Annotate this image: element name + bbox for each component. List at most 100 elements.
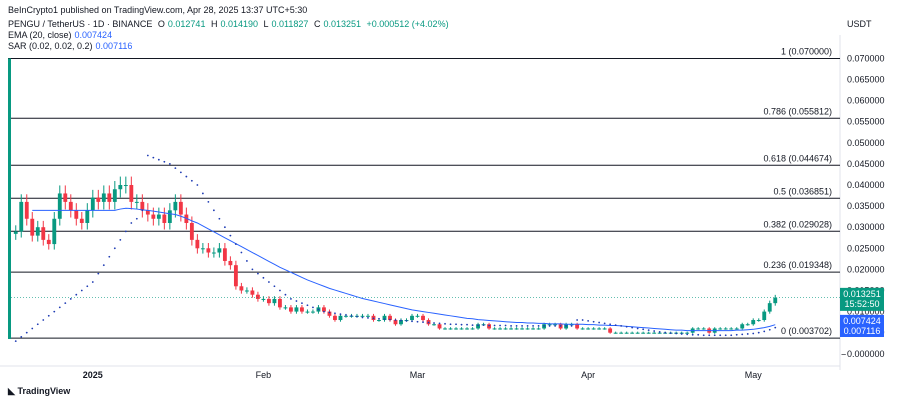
candle-body	[454, 328, 458, 330]
sar-dot	[669, 332, 672, 335]
close-price-tag-text: 15:52:50	[844, 299, 879, 309]
candle-body	[514, 328, 519, 330]
candle-body	[619, 332, 624, 334]
sar-legend[interactable]: SAR (0.02, 0.02, 0.2) 0.007116	[8, 41, 135, 51]
candle-body	[652, 332, 657, 334]
sar-dot	[334, 312, 336, 315]
candle-body	[608, 328, 613, 333]
sar-dot	[389, 318, 391, 321]
sar-dot	[427, 321, 430, 324]
sar-dot	[108, 255, 111, 258]
candle-body	[24, 201, 29, 219]
candle-body	[129, 185, 134, 202]
sar-dot	[350, 314, 353, 317]
sar-dot	[603, 322, 606, 325]
sar-dot	[565, 325, 568, 327]
x-tick-label: 2025	[83, 370, 103, 380]
candle-body	[239, 286, 244, 291]
sar-dot	[246, 260, 248, 262]
candle-body	[228, 260, 233, 266]
ema-value: 0.007424	[74, 30, 113, 40]
sar-dot	[218, 217, 221, 220]
sar-dot	[438, 322, 441, 325]
sar-dot	[251, 268, 254, 271]
sar-dot	[279, 289, 281, 292]
sar-dot	[499, 324, 501, 327]
sar-dot	[752, 332, 755, 335]
sar-dot	[378, 317, 380, 320]
candle-body	[492, 328, 497, 330]
y-tick-label: 0.060000	[847, 96, 885, 106]
sar-dot	[444, 322, 446, 325]
candle-body	[156, 214, 161, 219]
candle-spike	[8, 58, 11, 340]
sar-dot	[135, 217, 138, 220]
y-tick-label: 0.000000	[847, 349, 885, 359]
close-value: 0.013251	[323, 19, 361, 29]
sar-dot	[20, 336, 23, 338]
candle-body	[294, 307, 299, 312]
currency-label: USDT	[847, 19, 872, 29]
candle-body	[388, 315, 392, 321]
y-tick-label: 0.010000	[847, 307, 885, 317]
sar-dot	[576, 319, 579, 321]
candle-body	[167, 210, 172, 223]
sar-price-tag-text: 0.007116	[844, 326, 881, 336]
change-value: +0.000512 (+4.02%)	[366, 19, 449, 29]
sar-dot	[317, 308, 320, 311]
candle-body	[553, 324, 558, 326]
candle-body	[327, 311, 332, 316]
tradingview-logo[interactable]: ◣ TradingView	[8, 386, 70, 397]
sar-dot	[185, 175, 188, 178]
sar-dot	[686, 333, 689, 336]
sar-dot	[306, 304, 309, 307]
sar-dot	[636, 327, 639, 330]
ema-legend[interactable]: EMA (20, close) 0.007424	[8, 30, 115, 40]
candle-body	[448, 328, 453, 330]
fib-level-label: 0.236 (0.019348)	[763, 260, 832, 270]
candle-body	[206, 248, 211, 253]
sar-dot	[31, 327, 34, 330]
candle-body	[200, 248, 205, 250]
candle-body	[101, 193, 106, 202]
sar-dot	[207, 200, 210, 203]
sar-dot	[609, 323, 612, 326]
sar-dot	[757, 331, 760, 334]
sar-dot	[212, 209, 215, 212]
candle-body	[591, 328, 596, 330]
candle-body	[151, 214, 156, 219]
sar-dot	[328, 311, 331, 314]
x-tick-label: Mar	[410, 370, 426, 380]
candle-body	[701, 328, 706, 330]
sar-dot	[543, 325, 545, 327]
candle-body	[734, 328, 739, 330]
sar-dot	[91, 281, 94, 283]
open-value: 0.012741	[167, 19, 206, 29]
sar-dot	[97, 272, 100, 275]
sar-dot	[466, 323, 468, 326]
candle-body	[90, 197, 95, 211]
sar-dot	[653, 330, 656, 332]
candle-body	[112, 189, 117, 202]
sar-dot	[257, 272, 259, 275]
candle-body	[624, 332, 629, 334]
candle-body	[421, 315, 425, 321]
sar-dot	[240, 251, 243, 254]
sar-dot	[119, 238, 122, 241]
high-value: 0.014190	[220, 19, 259, 29]
ohlc-line: PENGU / TetherUS · 1D · BINANCE O 0.01274…	[8, 19, 452, 29]
candle-body	[30, 218, 35, 236]
sar-dot	[537, 325, 540, 327]
sar-dot	[163, 160, 166, 163]
candle-body	[756, 320, 761, 322]
candle-body	[520, 328, 525, 330]
sar-dot	[482, 324, 485, 326]
candle-body	[277, 298, 282, 308]
sar-dot	[570, 325, 573, 327]
candle-body	[300, 307, 304, 312]
candle-body	[630, 332, 635, 334]
sar-dot	[102, 264, 105, 267]
sar-dot	[405, 319, 408, 322]
candle-body	[140, 201, 145, 211]
